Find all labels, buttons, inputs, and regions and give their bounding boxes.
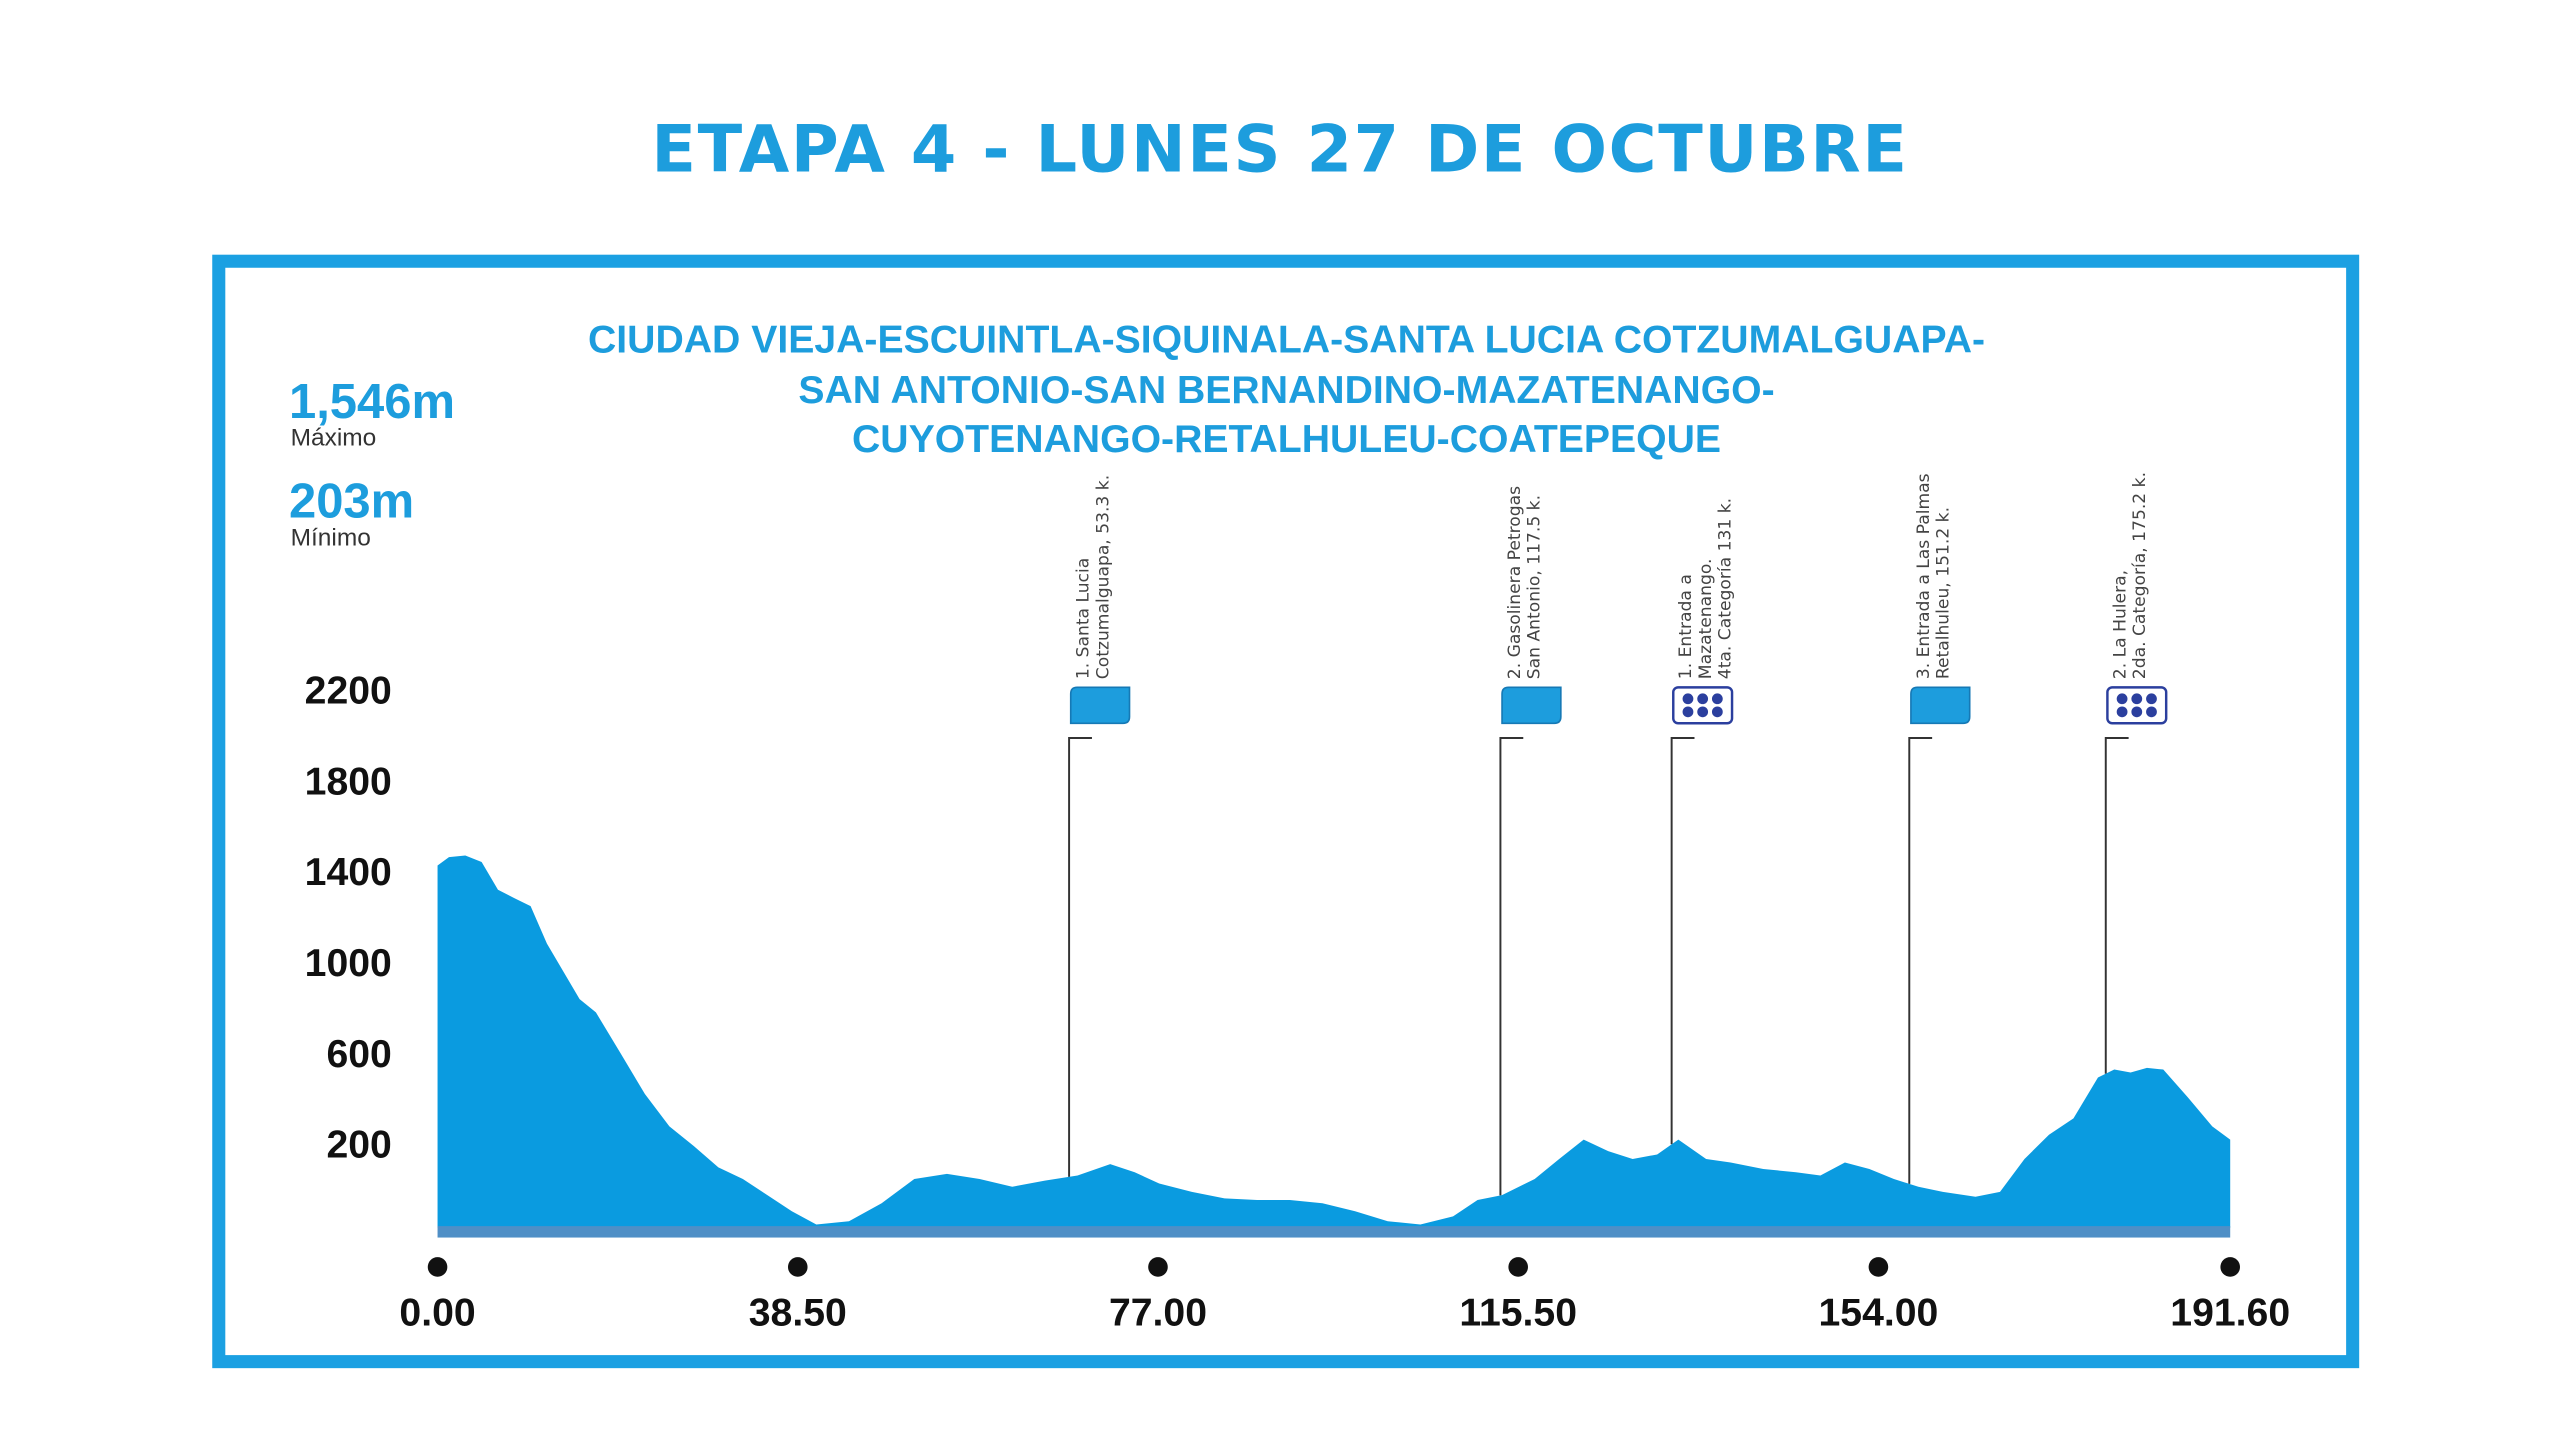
x-tick-label: 191.60 [2170,1292,2290,1335]
x-tick-label: 0.00 [399,1292,475,1335]
marker-label: Mazatenango. [1696,558,1716,679]
x-tick-label: 77.00 [1109,1292,1207,1335]
marker-label: 2. Gasolinera Petrogas [1505,486,1525,679]
max-elevation-value: 1,546m [289,375,455,429]
marker-label: Retalhuleu, 151.2 k. [1933,507,1953,679]
mountain-category-icon [2106,686,2168,725]
route-line-3: CUYOTENANGO-RETALHULEU-COATEPEQUE [852,418,1721,461]
x-tick-dot [1868,1257,1889,1277]
y-tick-label: 600 [326,1033,391,1076]
mountain-dot [2131,706,2143,718]
marker-label: Cotzumalguapa, 53.3 k. [1093,475,1113,679]
max-elevation-label: Máximo [291,425,377,452]
y-axis-ticks: 2200 1800 1400 1000 600 200 [305,670,392,1167]
page-title: ETAPA 4 - LUNES 27 DE OCTUBRE [651,111,1908,187]
mountain-dot [2146,706,2157,718]
marker-line [1908,736,1933,1184]
sprint-icon [1069,686,1131,725]
mountain-dot [1697,693,1709,705]
sprint-icon [1910,686,1971,725]
mountain-dot [2116,706,2128,718]
profile-base-strip [437,1226,2231,1238]
route-marker-sprint: 3. Entrada a Las Palmas Retalhuleu, 151.2… [1908,473,1971,1184]
marker-label: 2da. Categoría, 175.2 k. [2130,472,2150,679]
elevation-profile [437,855,2231,1238]
mountain-dot [1697,706,1709,718]
x-tick-dot [2220,1257,2240,1277]
route-line-1: CIUDAD VIEJA-ESCUINTLA-SIQUINALA-SANTA L… [588,319,1985,362]
mountain-dot [1682,693,1694,705]
x-tick-dot [1508,1257,1528,1277]
x-tick-label: 38.50 [749,1292,847,1335]
marker-line [1670,736,1695,1145]
route-marker-mountain: 2. La Hulera, 2da. Categoría, 175.2 k. [2104,472,2168,1074]
x-axis-ticks: 0.00 38.50 77.00 115.50 154.00 191.60 [399,1257,2290,1335]
marker-label: 1. Entrada a [1676,574,1696,679]
marker-label: 2. La Hulera, [2110,570,2130,679]
marker-line [1068,736,1092,1177]
marker-line [2104,736,2129,1074]
x-tick-dot [787,1257,808,1277]
route-line-2: SAN ANTONIO-SAN BERNANDINO-MAZATENANGO- [798,369,1774,412]
mountain-dot [1682,706,1694,718]
elevation-area [437,855,2231,1228]
y-tick-label: 1000 [305,942,392,985]
y-tick-label: 200 [326,1124,391,1167]
y-tick-label: 1800 [305,760,392,803]
x-tick-label: 154.00 [1819,1292,1939,1335]
x-tick-label: 115.50 [1459,1292,1577,1335]
x-tick-dot [1148,1257,1168,1277]
sprint-icon [1501,686,1562,725]
marker-label: San Antonio, 117.5 k. [1525,495,1545,679]
mountain-dot [1711,693,1723,705]
mountain-category-icon [1672,686,1734,725]
mountain-dot [2116,693,2128,705]
x-tick-dot [427,1257,448,1277]
min-elevation-value: 203m [289,475,414,529]
y-tick-label: 2200 [305,670,392,713]
mountain-dot [1711,706,1723,718]
route-markers: 1. Santa Lucia Cotzumalguapa, 53.3 k. 2. G… [1068,472,2168,1196]
mountain-dot [2146,693,2157,705]
marker-line [1499,736,1524,1196]
marker-label: 1. Santa Lucia [1074,558,1094,679]
mountain-dot [2131,693,2143,705]
y-tick-label: 1400 [305,851,392,894]
route-marker-sprint: 1. Santa Lucia Cotzumalguapa, 53.3 k. [1068,475,1131,1177]
marker-label: 3. Entrada a Las Palmas [1914,473,1934,679]
route-marker-sprint: 2. Gasolinera Petrogas San Antonio, 117.5… [1499,486,1562,1196]
min-elevation-label: Mínimo [291,524,371,551]
marker-label: 4ta. Categoría 131 k. [1715,498,1735,679]
route-marker-mountain: 1. Entrada a Mazatenango. 4ta. Categoría 1… [1670,498,1735,1145]
